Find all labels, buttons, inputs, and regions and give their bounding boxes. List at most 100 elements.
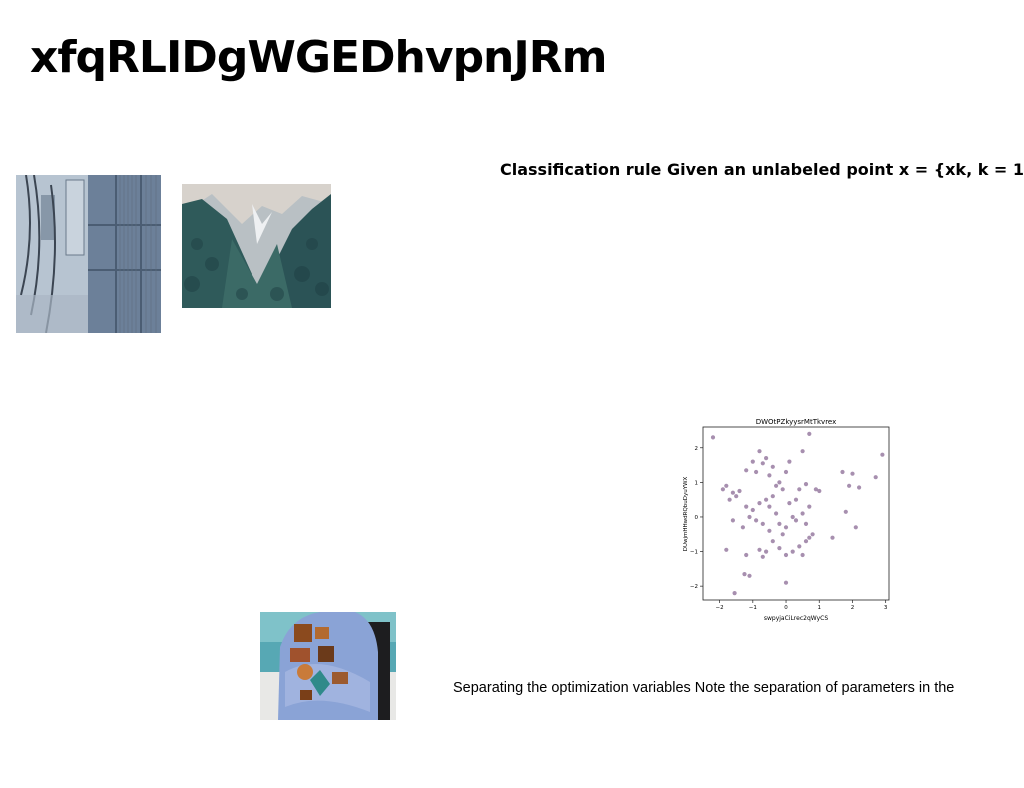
scatter-point: [793, 497, 799, 502]
y-tick-label: 2: [695, 446, 699, 452]
scatter-point: [774, 511, 779, 516]
scatter-point: [747, 514, 752, 520]
chart-title: DWOtPZkyysrMtTkvrex: [756, 418, 837, 426]
scatter-point: [790, 549, 795, 554]
scatter-point: [744, 552, 749, 558]
scatter-point: [790, 514, 795, 520]
scatter-point: [803, 521, 809, 526]
scatter-point: [730, 518, 735, 523]
scatter-point: [742, 572, 747, 577]
scatter-point: [724, 547, 729, 552]
y-tick-label: 1: [695, 480, 699, 486]
scatter-point: [740, 525, 745, 530]
scatter-point: [747, 573, 752, 578]
x-axis-label: swpyjaCiLrec2qWyCS: [764, 615, 828, 622]
scatter-point: [760, 521, 765, 526]
building-wall-photo: [16, 175, 161, 333]
scatter-point: [817, 488, 822, 494]
x-tick-label: −1: [749, 605, 757, 611]
x-tick-label: −2: [716, 605, 724, 611]
scatter-point: [757, 501, 762, 506]
scatter-point: [737, 488, 742, 494]
scatter-point: [770, 464, 775, 469]
y-axis-ticks: −2 −1 0 1 2: [690, 446, 703, 590]
y-tick-label: 0: [695, 515, 699, 521]
jacket-photo: [260, 612, 396, 720]
scatter-point: [797, 487, 802, 492]
scatter-point: [777, 546, 782, 551]
scatter-point: [732, 591, 737, 596]
scatter-point: [767, 504, 772, 509]
scatter-point: [767, 473, 772, 478]
scatter-point: [780, 532, 785, 537]
scatter-point: [750, 459, 755, 464]
scatter-point: [744, 504, 749, 509]
scatter-point: [850, 471, 855, 476]
scatter-point: [783, 580, 789, 585]
scatter-point: [840, 469, 845, 475]
body-paragraph: Separating the optimization variables No…: [453, 680, 955, 696]
scatter-point: [800, 449, 805, 454]
scatter-point: [720, 487, 725, 492]
y-tick-label: −1: [690, 550, 698, 556]
scatter-point: [793, 518, 799, 523]
scatter-point: [797, 544, 802, 549]
scatter-point: [757, 449, 762, 454]
x-axis-ticks: −2 −1 0 1 2 3: [716, 600, 888, 611]
scatter-point: [783, 525, 789, 530]
scatter-point: [764, 456, 769, 461]
x-tick-label: 2: [851, 605, 855, 611]
scatter-point: [780, 487, 785, 492]
page-title: xfqRLIDgWGEDhvpnJRm: [30, 32, 607, 83]
plot-frame: [702, 426, 890, 601]
scatter-point: [760, 554, 765, 559]
scatter-point: [813, 487, 818, 492]
scatter-point: [730, 490, 735, 495]
scatter-point: [764, 549, 769, 554]
scatter-point: [744, 468, 749, 473]
scatter-point: [774, 483, 779, 488]
scatter-chart: DWOtPZkyysrMtTkvrex −2 −1 0 1 2 3 −2 −1 0 1 2 swp…: [678, 414, 898, 624]
scatter-point: [750, 507, 755, 513]
scatter-point: [754, 518, 759, 523]
scatter-point: [777, 480, 782, 485]
scatter-point: [830, 535, 835, 540]
scatter-point: [724, 483, 729, 488]
scatter-point: [810, 532, 815, 537]
scatter-point: [787, 459, 792, 464]
x-tick-label: 3: [884, 605, 888, 611]
scatter-point: [770, 539, 775, 544]
scatter-points: [710, 431, 885, 596]
y-axis-label: DUwjmHHwdRQbuDyuYWX: [683, 476, 689, 551]
x-tick-label: 0: [784, 605, 788, 611]
scatter-point: [783, 469, 789, 475]
x-tick-label: 1: [818, 605, 822, 611]
scatter-point: [800, 552, 805, 558]
scatter-point: [760, 461, 765, 466]
scatter-point: [803, 539, 809, 544]
scatter-point: [787, 501, 792, 506]
scatter-point: [873, 475, 878, 480]
scatter-point: [764, 497, 769, 502]
scatter-point: [757, 547, 762, 552]
scatter-point: [847, 483, 852, 488]
scatter-point: [734, 494, 739, 499]
scatter-point: [843, 509, 848, 514]
scatter-point: [770, 494, 775, 499]
scatter-point: [777, 521, 782, 526]
scatter-point: [800, 511, 805, 516]
y-tick-label: −2: [690, 584, 698, 590]
scatter-point: [710, 435, 716, 440]
scatter-point: [754, 469, 759, 475]
scatter-point: [807, 504, 812, 509]
section-heading: Classification rule Given an unlabeled p…: [500, 160, 1024, 179]
scatter-point: [783, 552, 789, 558]
mountain-photo: [182, 184, 331, 308]
scatter-point: [807, 431, 812, 436]
scatter-point: [727, 497, 732, 502]
scatter-point: [803, 482, 809, 487]
scatter-point: [857, 485, 862, 490]
scatter-point: [807, 535, 812, 540]
scatter-point: [853, 525, 858, 530]
scatter-point: [880, 452, 885, 457]
